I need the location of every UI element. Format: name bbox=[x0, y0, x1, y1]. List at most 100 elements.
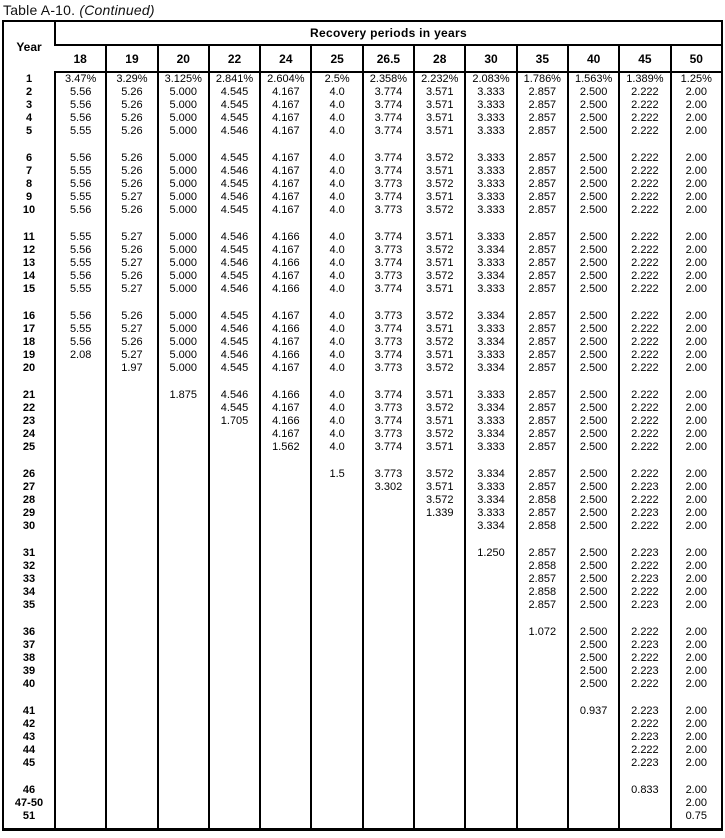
value-cell: 2.223 bbox=[618, 573, 671, 586]
value-cell bbox=[53, 362, 107, 375]
value-cell: 5.000 bbox=[156, 152, 209, 165]
value-cell bbox=[361, 494, 415, 507]
value-cell: 2.500 bbox=[566, 231, 620, 244]
value-cell bbox=[310, 797, 363, 810]
value-cell: 2.222 bbox=[618, 402, 671, 415]
value-cell: 2.857 bbox=[515, 362, 568, 375]
value-cell bbox=[53, 652, 107, 665]
value-cell bbox=[413, 599, 466, 612]
spacer-cell bbox=[3, 691, 55, 705]
value-cell: 4.0 bbox=[310, 389, 363, 402]
value-cell bbox=[259, 468, 312, 481]
value-cell bbox=[259, 599, 312, 612]
value-cell: 5.000 bbox=[156, 244, 209, 257]
value-cell: 4.167 bbox=[259, 428, 312, 441]
value-cell: 2.857 bbox=[515, 112, 568, 125]
value-cell bbox=[105, 573, 158, 586]
value-cell bbox=[53, 757, 107, 770]
value-cell bbox=[105, 494, 158, 507]
table-row: 5 5.55 5.26 5.000 4.546 4.167 4.0 3.774 3.571 3.3… bbox=[3, 125, 722, 138]
value-cell: 2.00 bbox=[669, 362, 722, 375]
table-row: 17 5.55 5.27 5.000 4.546 4.166 4.0 3.774 3.571 3.… bbox=[3, 323, 722, 336]
value-cell: 2.857 bbox=[515, 507, 568, 520]
spacer-cell bbox=[53, 454, 107, 468]
value-cell: 4.0 bbox=[310, 336, 363, 349]
value-cell bbox=[105, 797, 158, 810]
value-cell bbox=[105, 441, 158, 454]
value-cell: 2.00 bbox=[669, 744, 722, 757]
value-cell: 2.857 bbox=[515, 244, 568, 257]
year-cell: 36 bbox=[22, 626, 36, 638]
value-cell bbox=[156, 520, 209, 533]
table-row: 3 5.56 5.26 5.000 4.545 4.167 4.0 3.774 3.571 3.3… bbox=[3, 99, 722, 112]
value-cell: 3.334 bbox=[464, 520, 517, 533]
value-cell bbox=[515, 639, 568, 652]
table-row: 41 0.937 2.223 2.00 bbox=[3, 705, 722, 718]
value-cell: 3.773 bbox=[361, 204, 415, 217]
value-cell: 5.000 bbox=[156, 270, 209, 283]
spacer-cell bbox=[207, 612, 261, 626]
spacer-cell bbox=[669, 375, 722, 389]
value-cell bbox=[156, 402, 209, 415]
value-cell: 5.26 bbox=[105, 99, 158, 112]
spacer-cell bbox=[310, 770, 363, 784]
spacer-cell bbox=[105, 217, 158, 231]
value-cell: 2.857 bbox=[515, 323, 568, 336]
value-cell bbox=[156, 494, 209, 507]
value-cell bbox=[310, 757, 363, 770]
value-cell: 5.26 bbox=[105, 270, 158, 283]
value-cell: 3.571 bbox=[413, 112, 466, 125]
spacer-cell bbox=[618, 454, 671, 468]
value-cell: 4.167 bbox=[259, 310, 312, 323]
spacer-cell bbox=[464, 375, 517, 389]
value-cell bbox=[156, 441, 209, 454]
spacer-cell bbox=[361, 296, 415, 310]
value-cell: 4.546 bbox=[207, 349, 261, 362]
spacer-cell bbox=[464, 691, 517, 705]
table-row: 39 2.500 2.223 2.00 bbox=[3, 665, 722, 678]
value-cell: 3.571 bbox=[413, 165, 466, 178]
value-cell bbox=[53, 415, 107, 428]
value-cell bbox=[361, 547, 415, 560]
column-header-25: 25 bbox=[310, 45, 363, 73]
value-cell: 3.333 bbox=[464, 441, 517, 454]
value-cell bbox=[53, 705, 107, 718]
value-cell: 2.358% bbox=[361, 72, 415, 86]
spacer-cell bbox=[105, 533, 158, 547]
value-cell: 5.000 bbox=[156, 178, 209, 191]
table-row: 10 5.56 5.26 5.000 4.545 4.167 4.0 3.773 3.572 3.… bbox=[3, 204, 722, 217]
value-cell: 3.773 bbox=[361, 244, 415, 257]
value-cell: 3.774 bbox=[361, 441, 415, 454]
value-cell: 4.166 bbox=[259, 257, 312, 270]
year-cell: 7 bbox=[25, 165, 33, 177]
value-cell bbox=[515, 797, 568, 810]
value-cell: 2.00 bbox=[669, 415, 722, 428]
table-row: 23 1.705 4.166 4.0 3.774 3.571 3.333 2.857 2.500… bbox=[3, 415, 722, 428]
value-cell: 3.571 bbox=[413, 231, 466, 244]
value-cell: 2.00 bbox=[669, 731, 722, 744]
value-cell: 5.56 bbox=[53, 310, 107, 323]
year-cell: 14 bbox=[22, 270, 36, 282]
value-cell: 3.572 bbox=[413, 152, 466, 165]
spacer-cell bbox=[156, 138, 209, 152]
value-cell: 4.167 bbox=[259, 86, 312, 99]
table-row: 45 2.223 2.00 bbox=[3, 757, 722, 770]
table-row: 38 2.500 2.222 2.00 bbox=[3, 652, 722, 665]
value-cell bbox=[361, 810, 415, 823]
value-cell bbox=[53, 586, 107, 599]
value-cell: 2.223 bbox=[618, 757, 671, 770]
value-cell: 1.339 bbox=[413, 507, 466, 520]
value-cell bbox=[53, 810, 107, 823]
spacer-cell bbox=[515, 691, 568, 705]
value-cell: 2.857 bbox=[515, 349, 568, 362]
value-cell: 2.857 bbox=[515, 336, 568, 349]
spacer-cell bbox=[361, 375, 415, 389]
value-cell: 5.56 bbox=[53, 112, 107, 125]
value-cell: 3.334 bbox=[464, 244, 517, 257]
spacer-cell bbox=[669, 217, 722, 231]
value-cell: 2.500 bbox=[566, 402, 620, 415]
value-cell: 3.572 bbox=[413, 468, 466, 481]
value-cell bbox=[207, 797, 261, 810]
value-cell: 2.500 bbox=[566, 665, 620, 678]
value-cell: 4.167 bbox=[259, 165, 312, 178]
